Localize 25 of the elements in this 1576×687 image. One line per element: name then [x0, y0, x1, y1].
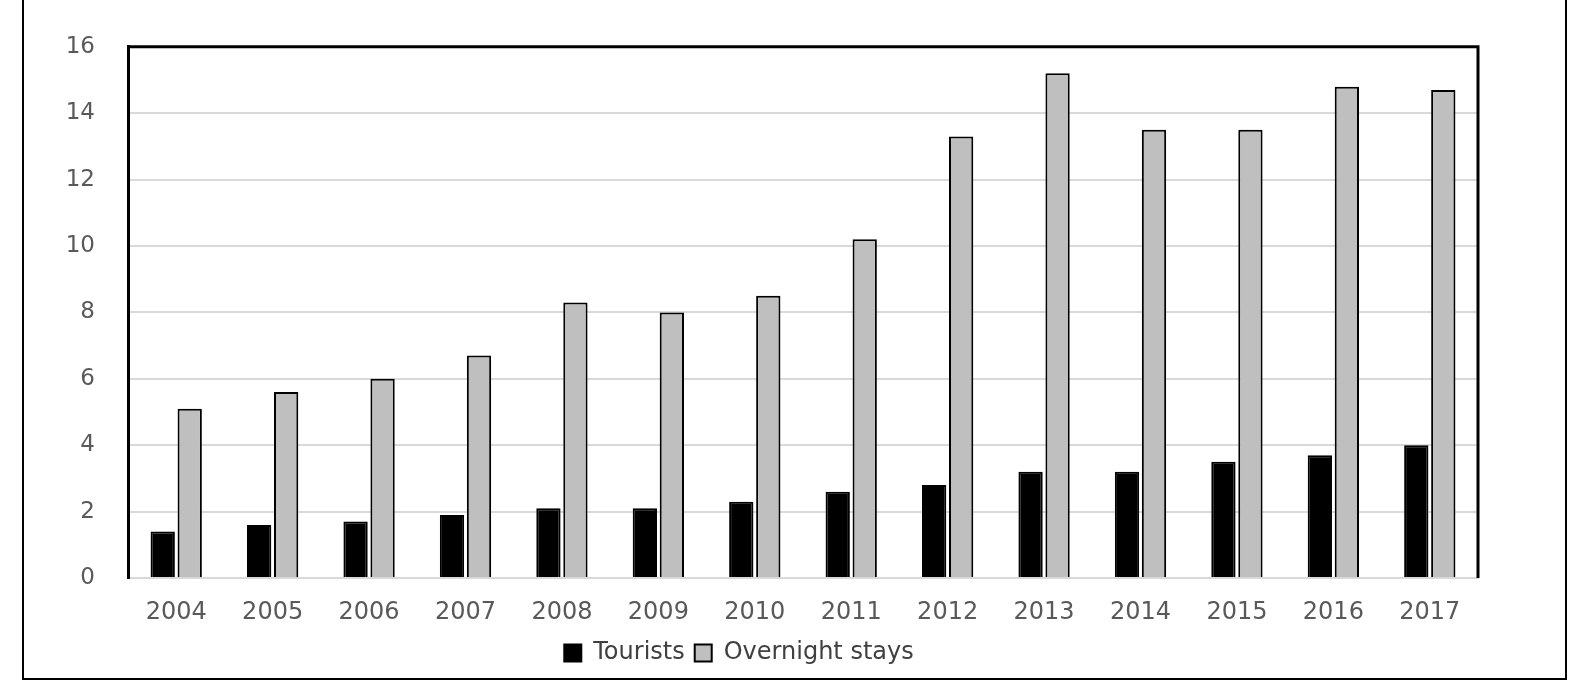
y-tick-label: 12	[65, 164, 95, 191]
x-tick-label: 2011	[820, 596, 882, 625]
legend-label: Overnight stays	[723, 637, 914, 666]
x-tick-label: 2007	[434, 596, 497, 625]
legend-label: Tourists	[592, 637, 685, 666]
x-tick-label: 2010	[724, 596, 786, 625]
y-tick-label: 10	[65, 230, 95, 257]
x-tick-label: 2016	[1302, 596, 1364, 625]
y-tick-label: 8	[80, 297, 95, 324]
x-tick-label: 2009	[627, 596, 689, 625]
x-tick-label: 2015	[1206, 596, 1268, 625]
y-tick-label: 6	[80, 363, 95, 390]
x-tick-label: 2012	[917, 596, 979, 625]
x-tick-label: 2017	[1399, 596, 1461, 625]
y-tick-label: 0	[80, 562, 95, 589]
x-tick-label: 2004	[145, 596, 207, 625]
y-tick-label: 2	[80, 496, 95, 523]
x-tick-label: 2005	[242, 596, 304, 625]
y-tick-label: 4	[80, 430, 95, 457]
x-tick-label: 2014	[1109, 596, 1172, 625]
x-tick-label: 2008	[531, 596, 593, 625]
x-tick-label: 2006	[338, 596, 400, 625]
x-tick-label: 2013	[1013, 596, 1075, 625]
y-tick-label: 16	[65, 31, 95, 58]
y-tick-label: 14	[65, 98, 95, 125]
